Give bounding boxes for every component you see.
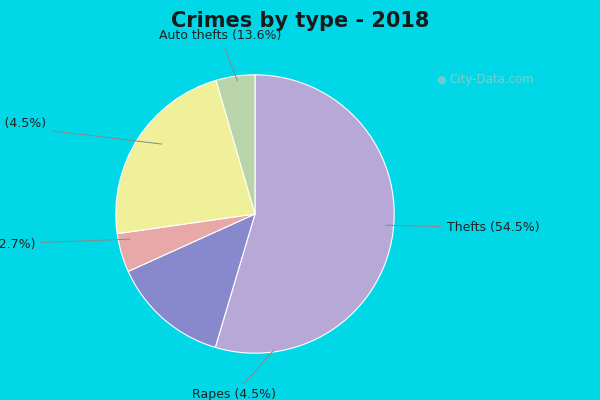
Text: City-Data.com: City-Data.com	[449, 74, 535, 86]
Text: Crimes by type - 2018: Crimes by type - 2018	[171, 11, 429, 31]
Text: Auto thefts (13.6%): Auto thefts (13.6%)	[159, 29, 281, 80]
Wedge shape	[216, 75, 255, 214]
Text: Assaults (22.7%): Assaults (22.7%)	[0, 238, 130, 251]
Text: Burglaries (4.5%): Burglaries (4.5%)	[0, 117, 162, 144]
Wedge shape	[117, 214, 255, 271]
Wedge shape	[215, 75, 394, 353]
Wedge shape	[116, 80, 255, 234]
Text: ●: ●	[436, 75, 446, 85]
Text: Thefts (54.5%): Thefts (54.5%)	[386, 222, 540, 234]
Wedge shape	[128, 214, 255, 348]
Text: Rapes (4.5%): Rapes (4.5%)	[192, 350, 276, 400]
